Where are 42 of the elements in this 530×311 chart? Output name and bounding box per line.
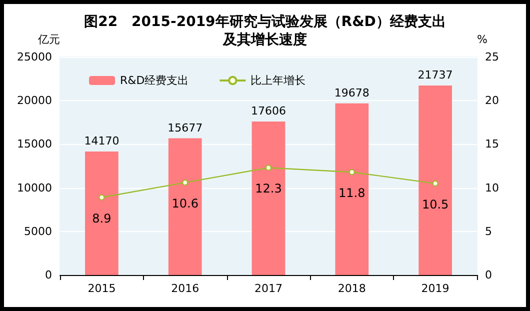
bar bbox=[418, 85, 452, 275]
data-label: 11.8 bbox=[338, 186, 366, 200]
y-tick-label: 25000 bbox=[17, 50, 52, 64]
y-tick-label: 15000 bbox=[17, 138, 52, 151]
y2-tick-label: 0 bbox=[485, 268, 492, 282]
point bbox=[98, 194, 105, 200]
data-label: 19678 bbox=[334, 86, 370, 100]
y2-tick-label: 5 bbox=[485, 224, 492, 238]
point bbox=[266, 164, 272, 171]
y-tick-label: 5000 bbox=[24, 224, 52, 238]
y2-tick-label: 15 bbox=[485, 138, 499, 151]
y2-axis-title: % bbox=[477, 33, 488, 46]
bar bbox=[252, 121, 286, 275]
data-label: 12.3 bbox=[255, 182, 282, 196]
bar bbox=[335, 103, 369, 275]
x-tick-label: 2016 bbox=[171, 282, 200, 295]
legend-label: 比上年增长 bbox=[250, 74, 306, 87]
data-label: 10.6 bbox=[172, 196, 198, 211]
chart-title: 图22 2015-2019年研究与试验发展（R&D）经费支出及其增长速度 bbox=[84, 13, 446, 48]
legend-label: R&D经费支出 bbox=[120, 74, 189, 87]
y-tick-label: 0 bbox=[45, 268, 52, 282]
x-tick-label: 2018 bbox=[338, 282, 366, 295]
y2-tick-label: 10 bbox=[485, 181, 499, 194]
y2-tick-label: 25 bbox=[485, 50, 499, 64]
y-axis-title: 亿元 bbox=[37, 33, 60, 46]
data-label: 17606 bbox=[251, 104, 286, 118]
bar bbox=[85, 151, 118, 275]
data-label: 8.9 bbox=[92, 211, 112, 226]
x-tick-label: 2019 bbox=[421, 282, 450, 295]
y-tick-label: 10000 bbox=[17, 181, 52, 194]
x-tick-label: 2015 bbox=[88, 282, 116, 295]
data-label: 15677 bbox=[168, 121, 203, 134]
data-label: 10.5 bbox=[422, 197, 449, 212]
data-label: 14170 bbox=[84, 134, 120, 148]
y-tick-label: 20000 bbox=[17, 94, 52, 108]
x-tick-label: 2017 bbox=[254, 282, 282, 295]
bar bbox=[168, 138, 202, 275]
point bbox=[182, 180, 188, 186]
point bbox=[432, 180, 438, 186]
point bbox=[348, 169, 355, 176]
y2-tick-label: 20 bbox=[485, 94, 499, 108]
data-label: 21737 bbox=[418, 68, 453, 82]
